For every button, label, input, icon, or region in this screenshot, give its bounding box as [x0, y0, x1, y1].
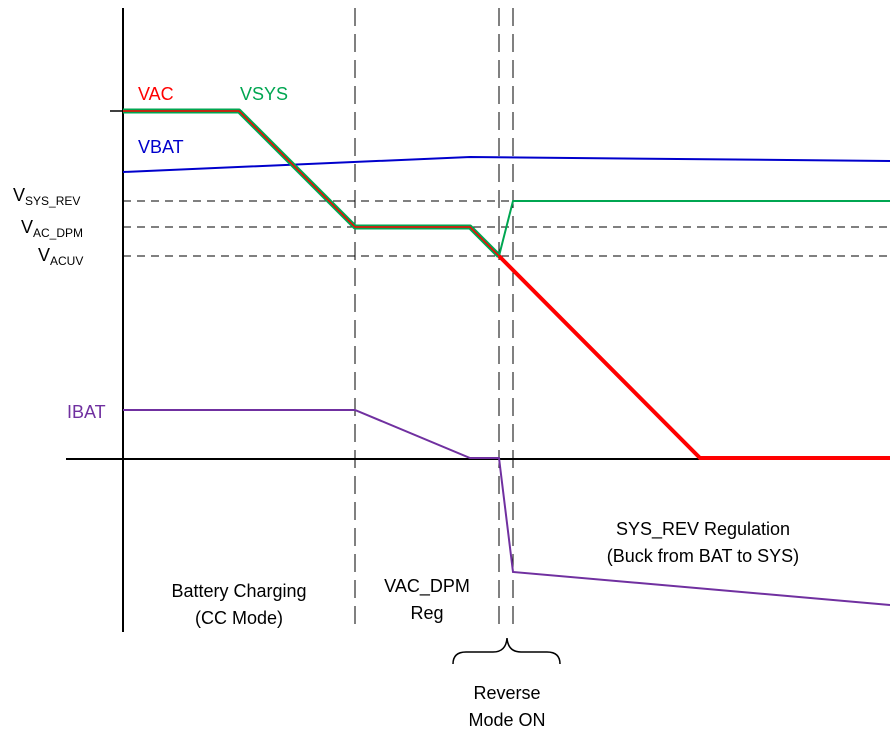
- vacuv-level-label: VACUV: [38, 245, 83, 268]
- sys-rev-region-label-line1: SYS_REV Regulation: [616, 519, 790, 540]
- reverse-mode-label-line1: Reverse: [473, 683, 540, 703]
- charging-region-label-line2: (CC Mode): [195, 608, 283, 628]
- charging-region-label-line1: Battery Charging: [171, 581, 306, 601]
- vac-curve-drop: [497, 254, 890, 460]
- sys-rev-region-label-line2: (Buck from BAT to SYS): [607, 546, 799, 566]
- vsys-rev-level-label: VSYS_REV: [13, 185, 80, 208]
- vbat-curve: [122, 155, 890, 173]
- ibat-label: IBAT: [67, 402, 106, 422]
- vac-label: VAC: [138, 84, 174, 104]
- vac-dpm-region-label-line2: Reg: [410, 603, 443, 623]
- vac-vsys-combined-core: [123, 110, 500, 257]
- reverse-mode-brace: [452, 637, 561, 665]
- vsys-curve: [498, 200, 890, 257]
- reverse-mode-label-line2: Mode ON: [468, 710, 545, 730]
- vac-dpm-level-label: VAC_DPM: [21, 217, 83, 240]
- vsys-label: VSYS: [240, 84, 288, 104]
- ibat-curve: [123, 409, 890, 606]
- vac-dpm-region-label-line1: VAC_DPM: [384, 576, 470, 597]
- vbat-label: VBAT: [138, 137, 184, 157]
